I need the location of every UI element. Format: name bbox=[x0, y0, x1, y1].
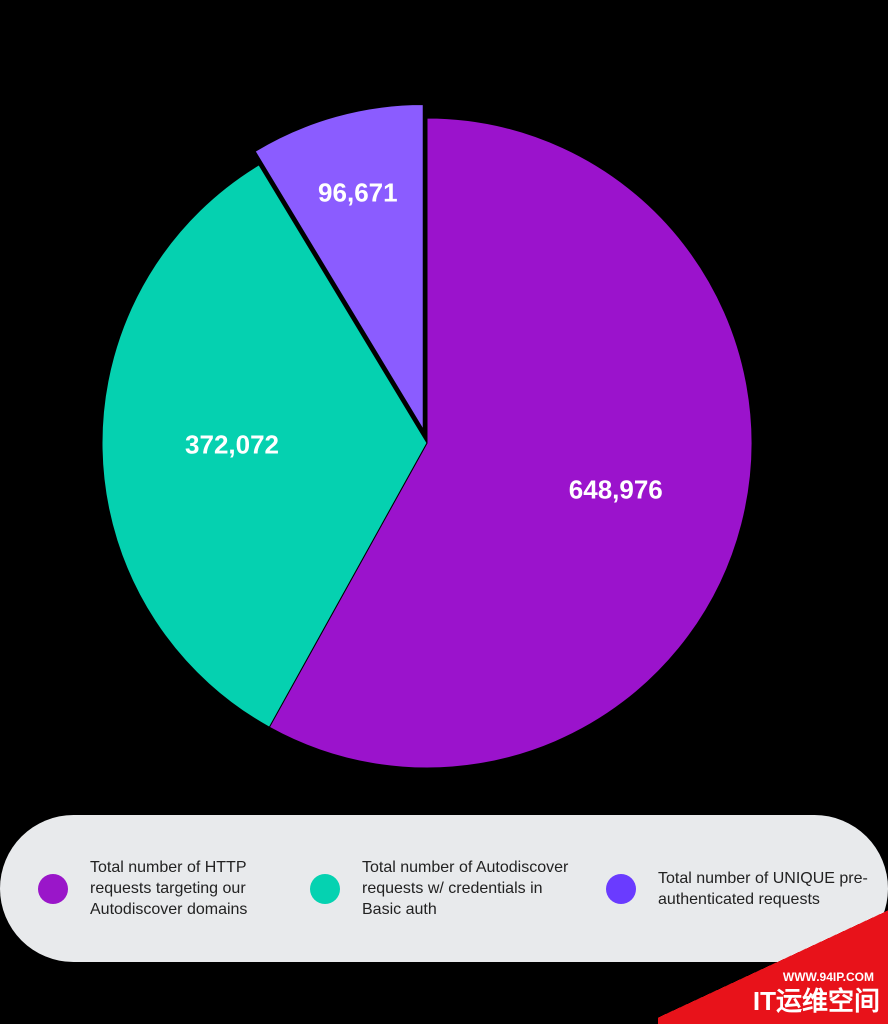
legend-swatch bbox=[310, 873, 340, 904]
value-label: 96,671 bbox=[318, 178, 398, 208]
value-label: 372,072 bbox=[185, 429, 279, 459]
pie-slice bbox=[268, 117, 753, 769]
watermark-site: WWW.94IP.COM bbox=[782, 970, 874, 984]
pie-slice bbox=[254, 104, 424, 432]
watermark: WWW.94IP.COM IT运维空间 bbox=[658, 904, 888, 1024]
legend-item: Total number of UNIQUE pre-authenticated… bbox=[606, 815, 868, 962]
pie-slice bbox=[101, 164, 428, 728]
chart: 648,976 372,072 96,671 bbox=[101, 104, 753, 769]
value-label: 648,976 bbox=[569, 475, 663, 505]
watermark-name: IT运维空间 bbox=[752, 986, 880, 1016]
legend-label: Total number of UNIQUE pre-authenticated… bbox=[658, 869, 868, 908]
legend-swatch bbox=[606, 873, 636, 904]
legend-label: Total number of HTTP requests targeting … bbox=[90, 859, 248, 918]
legend-label: Total number of Autodiscover requests w/… bbox=[362, 859, 569, 918]
legend-item: Total number of HTTP requests targeting … bbox=[38, 815, 300, 962]
legend-item: Total number of Autodiscover requests w/… bbox=[310, 815, 572, 962]
legend-swatch bbox=[38, 873, 68, 904]
